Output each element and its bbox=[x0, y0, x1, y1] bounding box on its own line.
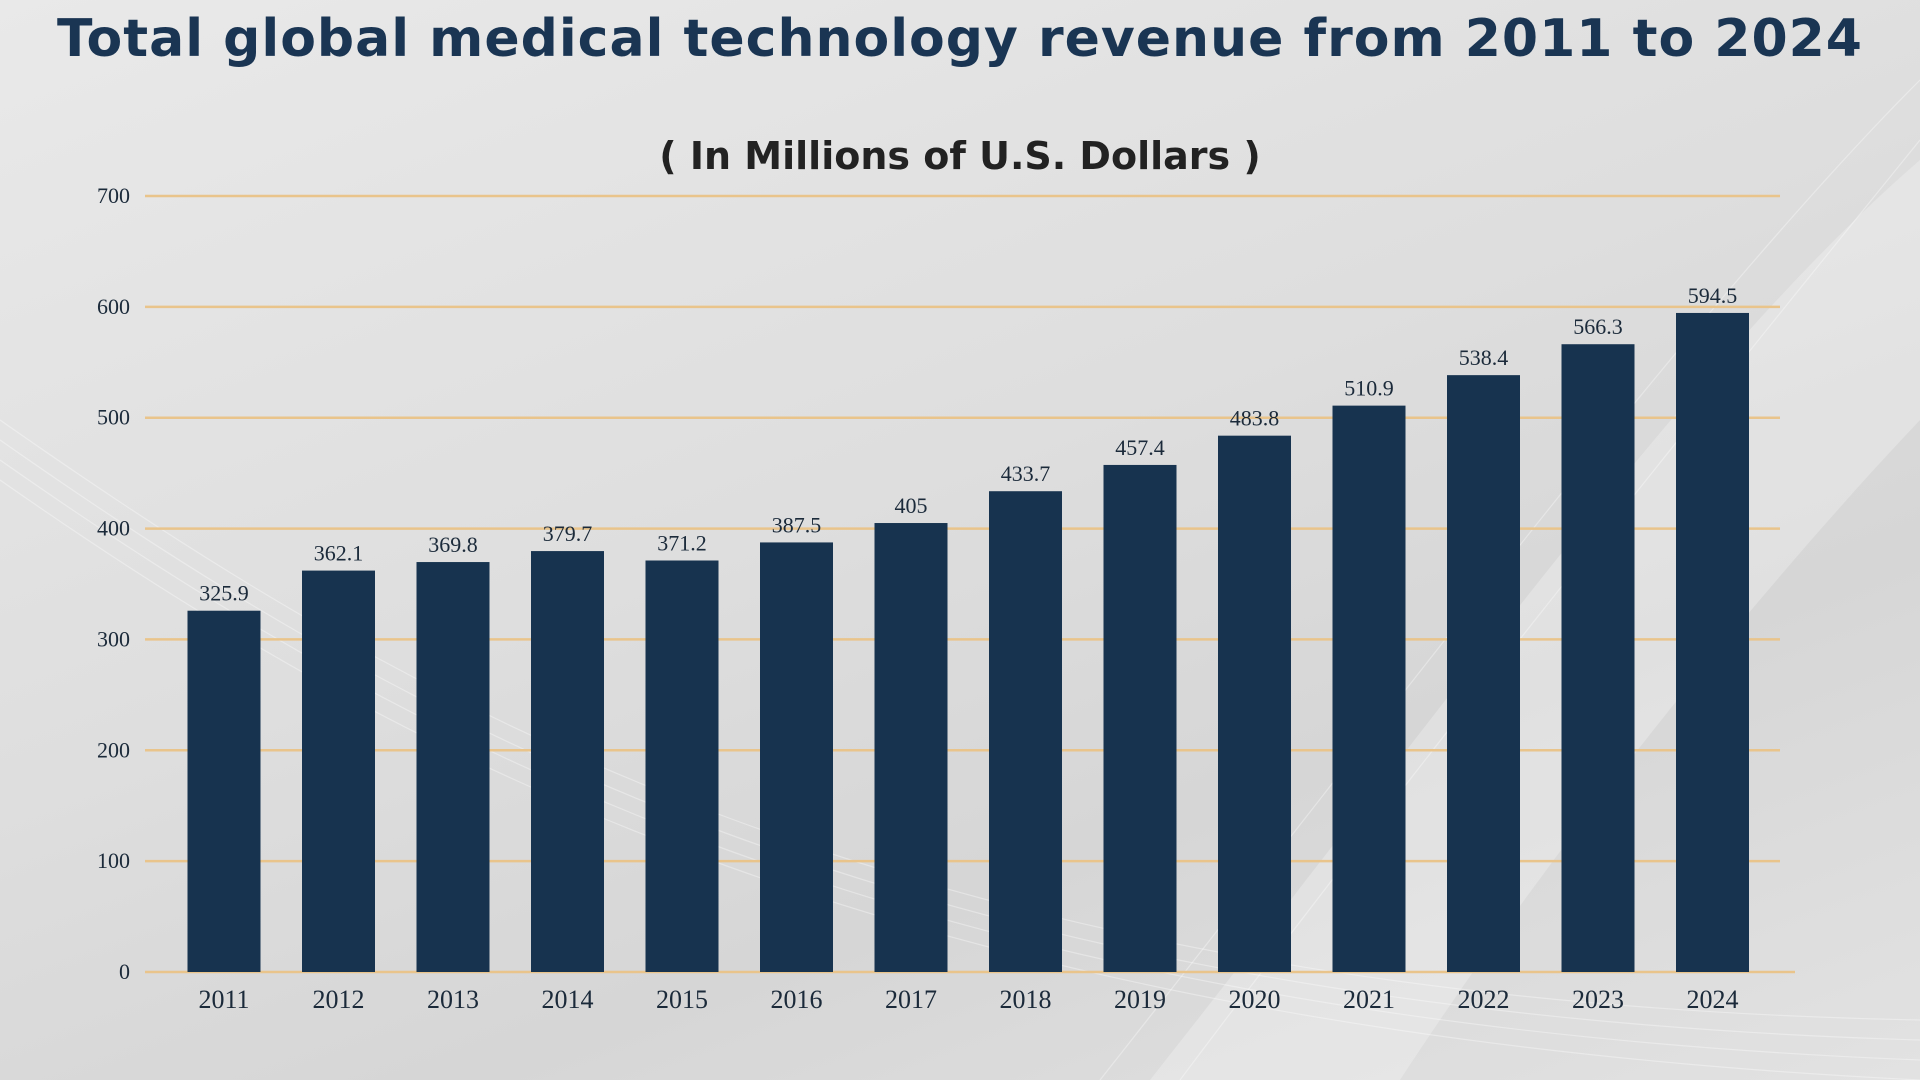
y-tick-label: 500 bbox=[97, 405, 130, 430]
y-tick-label: 700 bbox=[97, 183, 130, 208]
bar bbox=[760, 542, 833, 972]
data-label: 457.4 bbox=[1115, 435, 1165, 460]
bar bbox=[1447, 375, 1520, 972]
bar bbox=[531, 551, 604, 972]
data-label: 371.2 bbox=[657, 530, 707, 555]
x-tick-label: 2014 bbox=[542, 985, 594, 1014]
x-tick-label: 2015 bbox=[656, 985, 708, 1014]
x-tick-label: 2023 bbox=[1572, 985, 1624, 1014]
x-tick-label: 2012 bbox=[313, 985, 365, 1014]
data-label: 594.5 bbox=[1688, 283, 1738, 308]
y-tick-label: 400 bbox=[97, 516, 130, 541]
data-label: 387.5 bbox=[772, 512, 822, 537]
x-tick-label: 2017 bbox=[885, 985, 937, 1014]
data-label: 510.9 bbox=[1344, 376, 1394, 401]
x-tick-label: 2022 bbox=[1458, 985, 1510, 1014]
y-tick-label: 600 bbox=[97, 294, 130, 319]
x-tick-label: 2018 bbox=[1000, 985, 1052, 1014]
x-tick-label: 2020 bbox=[1229, 985, 1281, 1014]
bar bbox=[989, 491, 1062, 972]
bar bbox=[302, 570, 375, 972]
y-tick-label: 0 bbox=[119, 959, 130, 984]
x-tick-label: 2011 bbox=[198, 985, 249, 1014]
bar bbox=[187, 610, 261, 972]
bar bbox=[874, 523, 948, 972]
data-label: 566.3 bbox=[1573, 314, 1623, 339]
bar bbox=[1103, 464, 1177, 972]
data-label: 379.7 bbox=[543, 521, 593, 546]
x-tick-label: 2021 bbox=[1343, 985, 1395, 1014]
bar bbox=[1218, 435, 1291, 972]
data-label: 538.4 bbox=[1459, 345, 1509, 370]
x-tick-label: 2013 bbox=[427, 985, 479, 1014]
y-tick-label: 100 bbox=[97, 848, 130, 873]
bar bbox=[1332, 405, 1406, 972]
chart-title: Total global medical technology revenue … bbox=[56, 9, 1863, 69]
x-tick-label: 2019 bbox=[1114, 985, 1166, 1014]
data-label: 483.8 bbox=[1230, 406, 1280, 431]
data-label: 325.9 bbox=[199, 581, 249, 606]
chart-subtitle: ( In Millions of U.S. Dollars ) bbox=[659, 134, 1261, 178]
data-label: 362.1 bbox=[314, 541, 364, 566]
bar bbox=[1561, 344, 1635, 972]
data-label: 369.8 bbox=[428, 532, 478, 557]
bar bbox=[416, 562, 490, 972]
x-tick-label: 2016 bbox=[771, 985, 823, 1014]
y-tick-label: 300 bbox=[97, 626, 130, 651]
data-label: 433.7 bbox=[1001, 461, 1051, 486]
x-tick-label: 2024 bbox=[1687, 985, 1739, 1014]
data-label: 405 bbox=[895, 493, 928, 518]
y-tick-label: 200 bbox=[97, 737, 130, 762]
bar bbox=[645, 560, 719, 972]
bar bbox=[1676, 312, 1749, 972]
